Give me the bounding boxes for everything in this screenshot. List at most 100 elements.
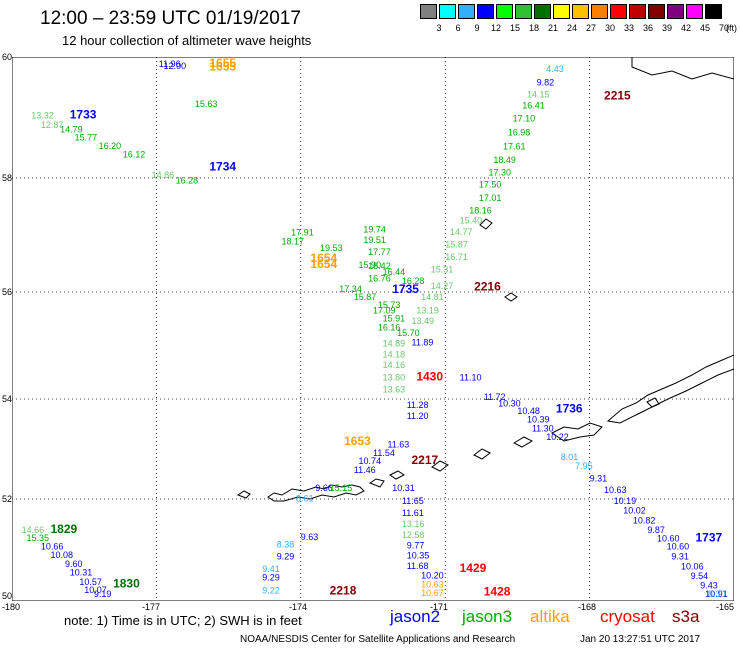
wave-height-value: 8.38: [277, 540, 295, 550]
wave-height-value: 10.91: [705, 589, 728, 599]
wave-height-value: 11.89: [412, 338, 434, 348]
aleutian-islet-3: [389, 470, 405, 480]
generation-timestamp: Jan 20 13:27:51 UTC 2017: [580, 634, 701, 645]
wave-height-value: 11.10: [460, 372, 482, 382]
coastline: [236, 57, 734, 502]
wave-height-value: 13.49: [412, 316, 435, 326]
legend-swatch-12: [477, 4, 494, 19]
wave-height-value: 13.32: [31, 111, 54, 121]
wave-height-value: 14.15: [527, 90, 550, 100]
legend-level-27: 27: [585, 23, 596, 33]
lon-label-171: -171: [430, 602, 449, 612]
lon-label-174: -174: [289, 602, 308, 612]
legend-swatch-39: [648, 4, 665, 19]
sat-label-cryosat: cryosat: [600, 607, 655, 626]
wave-height-value: 4.43: [546, 64, 564, 74]
legend-level-39: 39: [661, 23, 672, 33]
wave-height-value: 16.28: [176, 176, 199, 186]
wave-height-value: 11.28: [407, 400, 429, 410]
wave-height-value: 18.16: [469, 205, 492, 215]
wave-height-value: 17.30: [489, 168, 512, 178]
wave-height-value: 16.41: [522, 100, 545, 110]
wave-height-value: 15.15: [330, 483, 353, 493]
lat-label-56: 56: [2, 287, 13, 297]
legend-swatch-70: [705, 4, 722, 19]
legend-level-12: 12: [490, 23, 501, 33]
legend-level-9: 9: [474, 23, 480, 33]
wave-height-value: 11.30: [532, 424, 554, 434]
pass-time-label: 1430: [416, 369, 443, 383]
lon-label-168: -168: [578, 602, 597, 612]
legend-unit: (ft): [726, 23, 737, 33]
wave-height-value: 14.27: [431, 281, 454, 291]
legend-level-30: 30: [604, 23, 615, 33]
wave-height-value: 15.31: [431, 265, 454, 275]
wave-height-value: 11.65: [402, 496, 424, 506]
aleutian-islet-2: [368, 478, 385, 488]
wave-height-value: 10.31: [70, 568, 93, 578]
pass-time-label: 1735: [392, 282, 419, 296]
wave-height-value: 16.98: [508, 128, 531, 138]
pass-time-label: 1428: [484, 585, 511, 599]
wave-height-value: 10.07: [84, 585, 107, 595]
wave-height-value: 18.42: [368, 261, 391, 271]
wave-height-value: 10.19: [614, 496, 637, 506]
wave-height-value: 17.77: [368, 247, 391, 257]
sat-label-jason2: jason2: [390, 607, 441, 626]
wave-height-value: 15.77: [75, 132, 98, 142]
wave-height-value: 16.76: [368, 274, 391, 284]
pass-time-label: 1653: [344, 434, 371, 448]
pass-time-label: 1654: [310, 251, 337, 265]
wave-height-value: 18.49: [493, 155, 516, 165]
legend-swatch-42: [667, 4, 684, 19]
legend-level-3: 3: [436, 23, 442, 33]
unalaska-island: [551, 422, 603, 442]
wave-height-value: 15.87: [445, 240, 468, 250]
lat-lon-grid: [12, 57, 734, 601]
aleutian-islet-4: [431, 460, 449, 472]
wave-height-value: 9.63: [301, 532, 319, 542]
wave-height-value: 17.01: [479, 193, 502, 203]
pass-time-label: 1737: [695, 531, 722, 545]
wave-height-value: 17.61: [503, 142, 526, 152]
wave-height-value: 10.02: [623, 506, 646, 516]
wave-height-value: 13.16: [402, 519, 425, 529]
wave-height-value: 10.06: [681, 561, 704, 571]
wave-height-value: 10.60: [657, 534, 680, 544]
wave-height-value: 16.12: [123, 149, 146, 159]
wave-height-value: 9.22: [262, 586, 280, 596]
wave-height-value: 14.81: [421, 292, 444, 302]
wave-height-value: 13.63: [383, 385, 406, 395]
wave-height-value: 14.89: [383, 339, 406, 349]
aleutian-islet-5: [473, 448, 491, 460]
wave-height-value: 10.31: [392, 483, 415, 493]
pass-time-label: 1736: [556, 402, 583, 416]
wave-height-value: 9.29: [262, 572, 280, 582]
wave-height-value: 18.17: [282, 237, 305, 247]
wave-height-value: 17.50: [479, 180, 502, 190]
wave-height-value: 14.79: [60, 125, 83, 135]
lat-label-58: 58: [2, 173, 13, 183]
wave-height-value: 9.19: [94, 589, 112, 599]
wave-height-value: 15.63: [195, 99, 218, 109]
wave-height-value: 10.60: [667, 541, 690, 551]
wave-height-value: 10.82: [633, 515, 656, 525]
legend-swatch-36: [629, 4, 646, 19]
wave-height-value: 9.66: [315, 483, 333, 493]
wave-height-value: 10.39: [527, 415, 550, 425]
wave-height-value: 10.08: [51, 550, 74, 560]
wave-height-value: 15.35: [26, 533, 49, 543]
sat-label-s3a: s3a: [672, 607, 700, 626]
wave-height-value: 15.91: [383, 313, 406, 323]
wave-height-value: 13.80: [383, 372, 406, 382]
lon-label-177: -177: [142, 602, 161, 612]
wave-height-value: 12.58: [402, 530, 425, 540]
pass-time-label: 2218: [330, 584, 357, 598]
wave-height-value: 10.57: [79, 577, 102, 587]
pass-time-label: 1830: [113, 576, 140, 590]
wave-height-value: 11.63: [387, 440, 409, 450]
wave-height-value: 17.34: [339, 284, 362, 294]
units-note: note: 1) Time is in UTC; 2) SWH is in fe…: [64, 613, 302, 628]
pass-time-label: 1655: [209, 59, 236, 73]
